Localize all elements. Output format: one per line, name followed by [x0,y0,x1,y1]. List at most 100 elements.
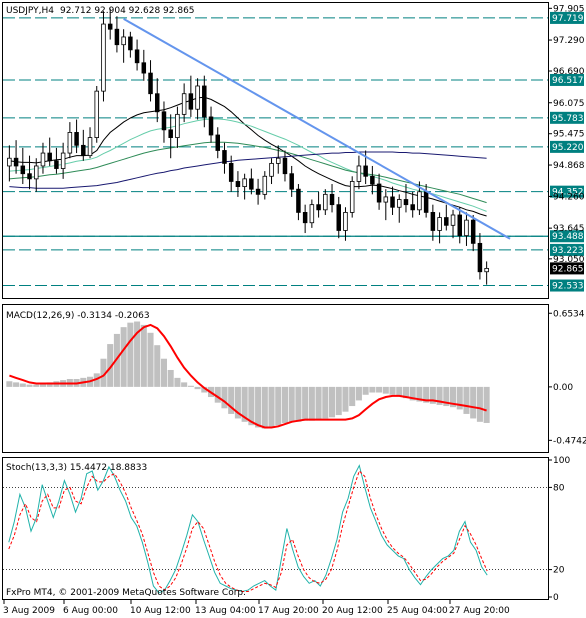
candle-body [40,152,46,167]
candle-body [410,204,415,211]
macd-histogram-bar [483,386,490,423]
macd-histogram-bar [450,386,457,408]
candle-body [107,23,113,30]
macd-signal-line [9,323,487,429]
candle-body [423,191,429,213]
x-tick-label: 10 Aug 12:00 [130,606,191,616]
macd-histogram-bar [120,327,127,387]
stoch-tick-label: 20 [553,566,565,576]
price-level-tag [550,11,584,24]
candle-body [128,36,133,51]
macd-histogram-bar [39,383,46,387]
candle-body [27,173,32,180]
stoch-line-stoch_main [8,464,488,594]
price-level-label: 95.783 [552,114,584,124]
price-level-label: 97.719 [552,14,584,24]
macd-histogram-bar [174,377,181,387]
macd-histogram-bar [187,385,194,387]
x-tick-label: 13 Aug 04:00 [195,606,256,616]
macd-histogram-bar [214,386,221,403]
trendline-line [123,18,511,240]
macd-histogram-bar [167,369,174,387]
price-level-tag [550,73,584,86]
macd-tick-label: -0.4742 [553,436,586,446]
candle-body [403,199,409,206]
price-tick-label: 94.868 [553,161,585,171]
macd-title: MACD(12,26,9) -0.3134 -0.2063 [6,311,150,321]
price-tick-label: 96.075 [553,99,585,109]
macd-histogram-bar [19,383,26,387]
x-tick-label: 3 Aug 2009 [3,606,55,616]
macd-histogram-bar [456,386,463,410]
macd-histogram-bar [194,386,201,390]
macd-histogram-bar [113,333,120,387]
price-level-label: 93.223 [552,246,584,256]
chart-title: USDJPY,H4 92.712 92.904 92.628 92.865 [6,6,195,16]
macd-histogram-bar [335,386,342,416]
copyright-text: FxPro MT4, © 2001-2009 MetaQuotes Softwa… [6,588,246,598]
macd-histogram-bar [369,386,376,393]
x-tick-label: 25 Aug 04:00 [387,606,448,616]
candle-body [390,196,395,208]
candle-body [87,137,93,157]
price-panel [2,2,549,299]
macd-histogram-bar [107,344,114,387]
candle-body [7,157,12,167]
macd-histogram-bar [402,386,409,399]
candle-body [383,196,389,203]
candle-body [484,267,489,273]
price-tick-label: 93.645 [553,224,585,234]
candle-body [208,116,214,136]
stoch-panel [2,457,549,600]
ohlc-label: 92.712 92.904 92.628 92.865 [60,6,195,16]
candle-body [101,23,106,92]
x-tick-label: 17 Aug 20:00 [258,606,319,616]
price-level-tag [550,185,584,198]
candle-body [74,132,79,146]
candle-body [302,212,308,224]
candle-body [276,157,281,164]
macd-histogram-bar [140,324,147,387]
price-level-label: 95.220 [552,143,584,153]
candle-body [296,188,301,213]
macd-histogram-bar [13,382,20,387]
candle-body [175,113,180,138]
price-tick-label: 95.475 [553,130,585,140]
macd-histogram-bar [362,386,369,395]
candle-body [161,111,167,131]
candle-body [121,36,126,46]
candle-body [457,214,462,237]
candle-body [181,93,187,115]
stoch-tick-label: 0 [553,593,559,603]
candle-body [94,90,99,138]
macd-histogram-bar [476,386,483,422]
macd-histogram-bar [308,386,315,421]
macd-histogram-bar [26,384,33,387]
candle-body [343,212,348,231]
x-tick-label: 20 Aug 12:00 [322,606,383,616]
candle-body [329,193,335,206]
moving-average-ma_long [9,151,487,189]
macd-histogram-bar [234,386,241,419]
macd-histogram-bar [100,358,107,387]
candle-body [54,160,59,169]
price-level-label: 94.352 [552,188,584,198]
macd-histogram-bar [423,386,430,403]
price-level-tag [550,140,584,153]
macd-histogram-bar [382,386,389,394]
price-tick-label: 94.260 [553,192,585,202]
candle-body [155,93,160,113]
candle-body [242,178,247,188]
x-tick-label: 6 Aug 00:00 [63,606,118,616]
stoch-title: Stoch(13,3,3) 15.4472 18.8833 [6,463,147,473]
price-tick-label: 93.050 [553,255,585,265]
macd-histogram-bar [93,373,100,387]
macd-histogram-bar [416,386,423,402]
candle-body [363,165,368,177]
macd-histogram-bar [275,386,282,426]
candle-body [34,165,39,180]
price-tick-label: 96.690 [553,67,585,77]
candle-body [349,181,355,213]
candle-body [215,134,220,151]
